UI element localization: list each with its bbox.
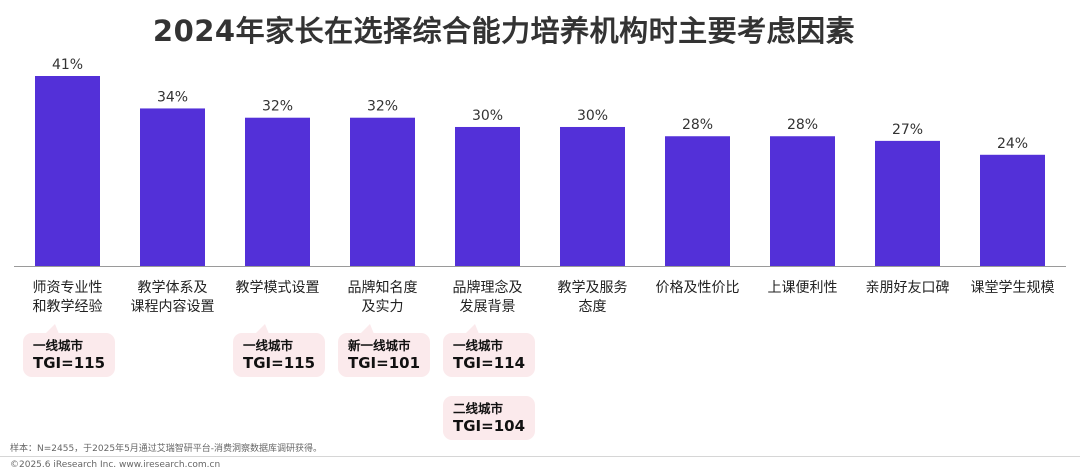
value-label: 32% bbox=[367, 99, 398, 115]
sample-note: 样本：N=2455，于2025年5月通过艾瑞智研平台-消费洞察数据库调研获得。 bbox=[10, 444, 323, 454]
category-label: 和教学经验 bbox=[33, 299, 103, 315]
footer-divider bbox=[0, 456, 1080, 457]
tgi-callout: 二线城市 TGI=104 bbox=[443, 396, 535, 440]
bar bbox=[980, 154, 1045, 266]
bar bbox=[665, 136, 730, 266]
value-label: 24% bbox=[997, 136, 1028, 152]
bar bbox=[140, 108, 205, 266]
bar bbox=[560, 126, 625, 266]
category-label: 课堂学生规模 bbox=[971, 280, 1055, 296]
value-label: 28% bbox=[787, 117, 818, 133]
callout-city-tier: 一线城市 bbox=[33, 338, 84, 353]
value-label: 27% bbox=[892, 122, 923, 138]
value-label: 41% bbox=[52, 57, 83, 73]
chart-title: 2024年家长在选择综合能力培养机构时主要考虑因素 bbox=[152, 14, 856, 48]
category-label: 教学及服务 bbox=[558, 280, 628, 296]
callout-tgi-value: TGI=115 bbox=[243, 354, 316, 372]
bar bbox=[875, 140, 940, 266]
value-label: 30% bbox=[577, 108, 608, 124]
tgi-callout: 一线城市 TGI=115 bbox=[233, 324, 325, 377]
bar bbox=[455, 126, 520, 266]
category-label: 发展背景 bbox=[460, 299, 516, 315]
bar bbox=[245, 117, 310, 267]
category-label: 价格及性价比 bbox=[656, 280, 740, 296]
bar bbox=[350, 117, 415, 267]
tgi-callout: 新一线城市 TGI=101 bbox=[338, 324, 430, 377]
callout-tgi-value: TGI=101 bbox=[348, 354, 421, 372]
value-label: 28% bbox=[682, 117, 713, 133]
copyright: ©2025.6 iResearch Inc. www.iresearch.com… bbox=[10, 460, 221, 470]
bar bbox=[35, 76, 100, 266]
callout-city-tier: 新一线城市 bbox=[348, 338, 411, 353]
callout-tgi-value: TGI=104 bbox=[453, 417, 526, 435]
category-label: 品牌知名度 bbox=[348, 279, 418, 296]
callout-city-tier: 一线城市 bbox=[453, 338, 504, 353]
category-label: 品牌理念及 bbox=[453, 279, 523, 296]
callout-tgi-value: TGI=115 bbox=[33, 354, 106, 372]
value-label: 32% bbox=[262, 99, 293, 115]
category-label: 课程内容设置 bbox=[131, 298, 215, 315]
category-label: 教学模式设置 bbox=[236, 280, 320, 296]
category-label: 上课便利性 bbox=[768, 280, 838, 296]
tgi-callout: 一线城市 TGI=115 bbox=[23, 324, 115, 377]
category-label: 及实力 bbox=[362, 299, 404, 315]
category-label: 教学体系及 bbox=[138, 280, 208, 296]
bar bbox=[770, 136, 835, 266]
tgi-callout: 一线城市 TGI=114 bbox=[443, 324, 535, 377]
category-label: 态度 bbox=[579, 299, 607, 315]
category-label: 师资专业性 bbox=[33, 280, 103, 296]
callout-city-tier: 一线城市 bbox=[243, 338, 294, 353]
category-label: 亲朋好友口碑 bbox=[866, 280, 950, 296]
callout-city-tier: 二线城市 bbox=[453, 401, 504, 416]
value-label: 30% bbox=[472, 108, 503, 124]
callout-tgi-value: TGI=114 bbox=[453, 354, 526, 372]
value-label: 34% bbox=[157, 89, 188, 105]
